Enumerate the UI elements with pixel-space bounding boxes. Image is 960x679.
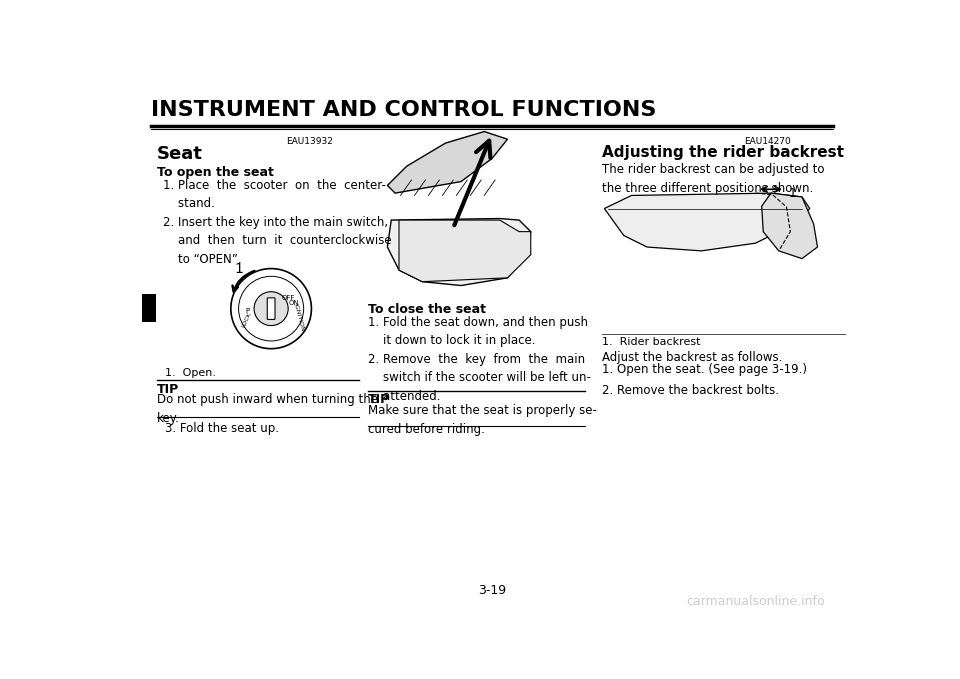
Polygon shape — [388, 132, 508, 193]
Text: TIP: TIP — [368, 393, 391, 406]
Text: OFF: OFF — [282, 295, 296, 301]
Text: 3. Fold the seat up.: 3. Fold the seat up. — [165, 422, 279, 435]
Text: 1: 1 — [234, 261, 243, 276]
Text: 1.  Open.: 1. Open. — [165, 368, 216, 378]
Polygon shape — [399, 220, 531, 282]
Text: 3: 3 — [144, 302, 154, 316]
Polygon shape — [388, 219, 531, 286]
Text: IGNITION: IGNITION — [292, 304, 304, 333]
Text: Adjust the backrest as follows.: Adjust the backrest as follows. — [602, 351, 782, 364]
Text: 3-19: 3-19 — [478, 583, 506, 597]
FancyBboxPatch shape — [142, 294, 156, 322]
Polygon shape — [761, 193, 818, 259]
Text: ON: ON — [288, 300, 299, 306]
Text: 1. Place  the  scooter  on  the  center-
    stand.
2. Insert the key into the m: 1. Place the scooter on the center- stan… — [162, 179, 392, 265]
Text: 1. Fold the seat down, and then push
    it down to lock it in place.
2. Remove : 1. Fold the seat down, and then push it … — [368, 316, 590, 403]
Text: Make sure that the seat is properly se-
cured before riding.: Make sure that the seat is properly se- … — [368, 404, 597, 436]
Text: carmanualsonline.info: carmanualsonline.info — [686, 595, 825, 608]
Text: INSTRUMENT AND CONTROL FUNCTIONS: INSTRUMENT AND CONTROL FUNCTIONS — [151, 100, 657, 120]
Text: EAU14270: EAU14270 — [744, 137, 790, 146]
Circle shape — [254, 292, 288, 325]
Text: 1.  Rider backrest: 1. Rider backrest — [602, 337, 701, 347]
Text: LOCK: LOCK — [241, 312, 252, 329]
Text: 1: 1 — [789, 187, 797, 200]
Text: To close the seat: To close the seat — [368, 304, 486, 316]
Text: To open the seat: To open the seat — [157, 166, 274, 179]
Text: The rider backrest can be adjusted to
the three different positions shown.: The rider backrest can be adjusted to th… — [602, 163, 825, 195]
Text: Do not push inward when turning the
key.: Do not push inward when turning the key. — [157, 393, 378, 425]
Polygon shape — [605, 193, 809, 251]
Text: 1. Open the seat. (See page 3-19.)
2. Remove the backrest bolts.: 1. Open the seat. (See page 3-19.) 2. Re… — [602, 363, 807, 397]
Text: TIP: TIP — [157, 382, 180, 396]
Text: Seat: Seat — [157, 145, 204, 162]
Text: EAU13932: EAU13932 — [286, 137, 333, 146]
FancyBboxPatch shape — [267, 298, 275, 319]
Text: Adjusting the rider backrest: Adjusting the rider backrest — [602, 145, 844, 160]
Text: P: P — [246, 308, 250, 314]
